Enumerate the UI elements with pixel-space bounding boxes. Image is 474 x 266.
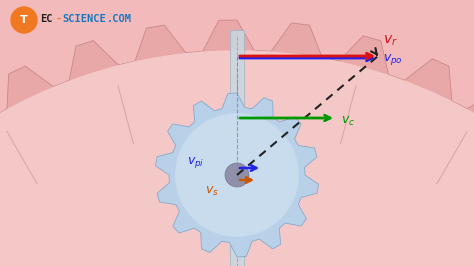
Text: EC: EC — [40, 14, 53, 24]
Text: $v_s$: $v_s$ — [205, 185, 219, 198]
Circle shape — [0, 50, 474, 266]
Polygon shape — [155, 93, 319, 257]
Text: $v_c$: $v_c$ — [341, 115, 355, 128]
Text: -: - — [56, 14, 62, 24]
Text: T: T — [20, 15, 28, 25]
Circle shape — [225, 163, 249, 187]
Polygon shape — [0, 20, 474, 266]
Circle shape — [11, 7, 37, 33]
Bar — [230, 30, 244, 266]
Text: $v_r$: $v_r$ — [383, 34, 398, 48]
Text: $v_{po}$: $v_{po}$ — [383, 52, 403, 67]
Circle shape — [176, 114, 298, 236]
Text: SCIENCE: SCIENCE — [62, 14, 106, 24]
Text: $v_{pi}$: $v_{pi}$ — [187, 155, 204, 170]
Circle shape — [0, 51, 474, 266]
Text: .COM: .COM — [107, 14, 132, 24]
